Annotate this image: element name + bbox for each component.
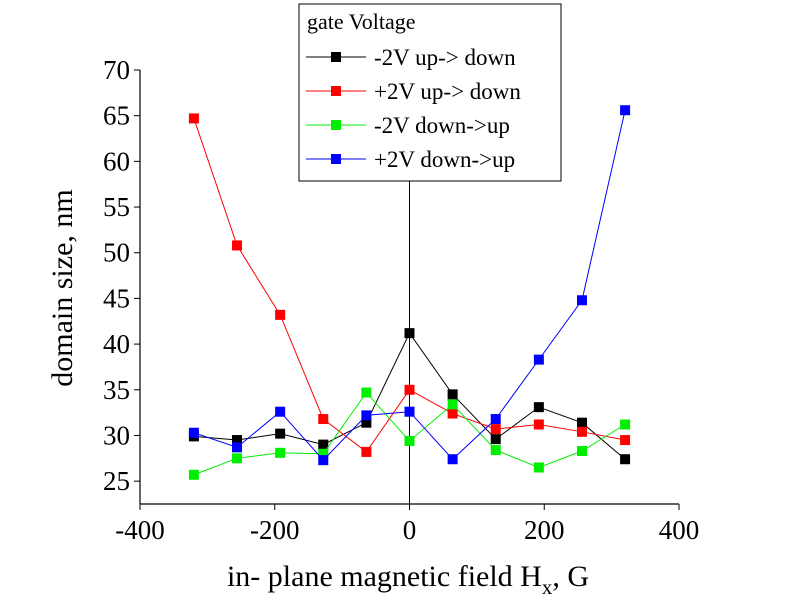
y-tick-label: 65 bbox=[103, 101, 130, 131]
data-point bbox=[576, 426, 587, 437]
y-tick-label: 35 bbox=[103, 375, 130, 405]
data-point bbox=[188, 113, 199, 124]
data-point bbox=[447, 399, 458, 410]
legend-item: -2V down->up bbox=[306, 113, 510, 138]
data-point bbox=[620, 419, 631, 430]
y-tick-label: 30 bbox=[103, 420, 130, 450]
data-point bbox=[361, 446, 372, 457]
data-point bbox=[232, 453, 243, 464]
legend-label: +2V up-> down bbox=[374, 79, 521, 104]
legend-label: -2V down->up bbox=[374, 113, 510, 138]
legend-label: +2V down->up bbox=[374, 147, 515, 172]
data-point bbox=[576, 446, 587, 457]
x-axis-ticks: -400 -200 0 200 400 bbox=[115, 504, 699, 545]
x-tick-label: 400 bbox=[659, 515, 700, 545]
x-tick-label: -200 bbox=[250, 515, 300, 545]
series-4 bbox=[188, 105, 631, 466]
data-point bbox=[404, 406, 415, 417]
data-point bbox=[620, 105, 631, 116]
y-tick-label: 55 bbox=[103, 192, 130, 222]
data-point bbox=[490, 414, 501, 425]
data-point bbox=[275, 406, 286, 417]
data-point bbox=[275, 309, 286, 320]
data-point bbox=[620, 435, 631, 446]
legend-item: +2V up-> down bbox=[306, 79, 521, 104]
y-axis-ticks: 25 30 35 40 45 50 55 60 65 70 bbox=[103, 55, 140, 496]
legend: gate Voltage -2V up-> down+2V up-> down-… bbox=[298, 3, 562, 182]
data-point bbox=[533, 419, 544, 430]
legend-item: +2V down->up bbox=[306, 147, 515, 172]
x-tick-label: -400 bbox=[115, 515, 165, 545]
data-point bbox=[404, 328, 415, 339]
y-tick-label: 25 bbox=[103, 466, 130, 496]
data-point bbox=[275, 447, 286, 458]
y-tick-label: 60 bbox=[103, 146, 130, 176]
x-axis-title-subscript: x bbox=[542, 575, 553, 599]
y-tick-label: 70 bbox=[103, 55, 130, 85]
x-axis-title-unit: , G bbox=[552, 560, 589, 593]
data-point bbox=[318, 455, 329, 466]
y-tick-label: 50 bbox=[103, 238, 130, 268]
data-point bbox=[533, 402, 544, 413]
data-point bbox=[188, 469, 199, 480]
data-point bbox=[188, 427, 199, 438]
data-point bbox=[620, 454, 631, 465]
data-point bbox=[490, 445, 501, 456]
data-point bbox=[490, 434, 501, 445]
x-tick-label: 200 bbox=[524, 515, 565, 545]
y-tick-label: 45 bbox=[103, 283, 130, 313]
data-point bbox=[576, 417, 587, 428]
legend-label: -2V up-> down bbox=[374, 45, 516, 70]
legend-items: -2V up-> down +2V up-> down -2V down->up +2… bbox=[306, 45, 521, 172]
legend-item: -2V up-> down bbox=[306, 45, 516, 70]
legend-title: gate Voltage bbox=[307, 9, 416, 34]
series-2 bbox=[188, 113, 631, 457]
data-point bbox=[361, 387, 372, 398]
data-point bbox=[318, 448, 329, 459]
data-point bbox=[232, 435, 243, 446]
data-point bbox=[404, 384, 415, 395]
legend-marker bbox=[331, 52, 341, 62]
data-point bbox=[447, 454, 458, 465]
data-point bbox=[404, 435, 415, 446]
data-point bbox=[275, 428, 286, 439]
legend-marker bbox=[331, 86, 341, 96]
data-point bbox=[232, 442, 243, 453]
data-point bbox=[318, 439, 329, 450]
data-point bbox=[447, 389, 458, 400]
data-point bbox=[533, 462, 544, 473]
legend-box bbox=[298, 3, 562, 182]
data-point bbox=[361, 417, 372, 428]
series-3 bbox=[188, 387, 631, 480]
data-point bbox=[232, 240, 243, 251]
y-tick-label: 40 bbox=[103, 329, 130, 359]
data-point bbox=[361, 410, 372, 421]
data-point bbox=[318, 414, 329, 425]
x-axis-title: in- plane magnetic field Hx, G bbox=[227, 560, 589, 599]
data-point bbox=[533, 354, 544, 365]
x-tick-label: 0 bbox=[403, 515, 417, 545]
data-point bbox=[490, 424, 501, 435]
plot-area bbox=[188, 105, 631, 480]
data-point bbox=[447, 408, 458, 419]
data-point bbox=[576, 295, 587, 306]
x-axis-title-main: in- plane magnetic field H bbox=[227, 560, 542, 593]
y-axis-title: domain size, nm bbox=[46, 189, 79, 386]
series-1 bbox=[188, 328, 631, 465]
legend-marker bbox=[331, 154, 341, 164]
legend-marker bbox=[331, 120, 341, 130]
